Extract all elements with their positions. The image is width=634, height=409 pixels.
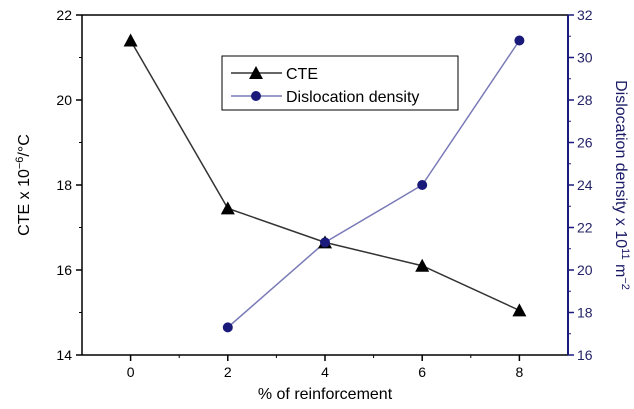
x-axis-title: % of reinforcement [258,386,393,403]
y-right-tick-label: 22 [577,220,593,236]
legend-dislocation-label: Dislocation density [286,89,419,106]
y-axis-left-title: CTE x 10−6/°C [14,134,33,236]
cte-point [512,303,527,317]
y-right-tick-label: 20 [577,262,593,278]
x-tick-label: 2 [224,364,232,380]
x-tick-label: 6 [418,364,426,380]
x-tick-label: 8 [516,364,524,380]
y-left-tick-label: 16 [56,262,72,278]
legend-dislocation-marker [251,91,261,101]
dislocation-density-point [222,322,233,333]
cte-point [415,258,430,272]
cte-point [220,201,235,215]
y-right-tick-label: 30 [577,50,593,66]
dislocation-density-point [417,180,428,190]
legend: CTE Dislocation density [221,55,459,111]
x-tick-label: 4 [321,364,329,380]
cte-point [123,33,138,47]
legend-cte-label: CTE [286,66,318,83]
y-axis-right-title: Dislocation density x 1011 m−2 [612,80,631,290]
legend-box [221,55,459,111]
legend-cte-marker [249,66,263,79]
x-tick-label: 0 [127,364,135,380]
y-right-tick-label: 32 [577,7,593,23]
y-right-tick-label: 16 [577,347,593,363]
y-right-tick-label: 24 [577,177,593,193]
dislocation-density-point [320,237,330,248]
y-left-tick-label: 20 [56,92,72,108]
dislocation-density-series-line [227,40,521,328]
y-left-tick-label: 14 [56,347,72,363]
dislocation-density-point [514,35,525,46]
y-left-tick-label: 22 [56,7,72,23]
y-right-tick-label: 18 [577,305,593,321]
y-right-tick-label: 26 [577,135,593,151]
y-left-tick-label: 18 [56,177,72,193]
y-right-tick-label: 28 [577,92,593,108]
